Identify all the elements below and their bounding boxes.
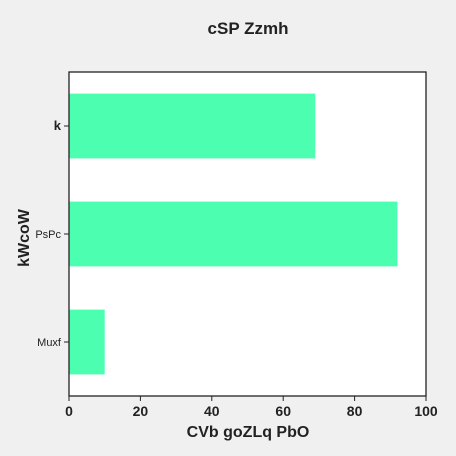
- x-axis: 0 20 40 60 80 100: [65, 396, 438, 419]
- x-tick-label: 0: [65, 403, 73, 419]
- y-tick-label: k: [54, 118, 62, 133]
- x-tick-label: 80: [347, 403, 363, 419]
- x-axis-title: CVb goZLq PbO: [187, 424, 310, 441]
- bars-group: [69, 93, 398, 375]
- x-tick-label: 100: [414, 403, 438, 419]
- bar-k: [69, 93, 316, 159]
- bar-muxf: [69, 309, 105, 375]
- chart-title: cSP Zzmh: [208, 19, 289, 38]
- y-axis: k PsPc Muxf: [35, 118, 69, 349]
- bar-pspc: [69, 201, 398, 267]
- x-tick-label: 60: [275, 403, 291, 419]
- x-tick-label: 40: [204, 403, 220, 419]
- y-tick-label: PsPc: [35, 229, 61, 241]
- y-tick-label: Muxf: [37, 337, 62, 349]
- y-axis-title: kWcoW: [16, 208, 33, 267]
- x-tick-label: 20: [133, 403, 149, 419]
